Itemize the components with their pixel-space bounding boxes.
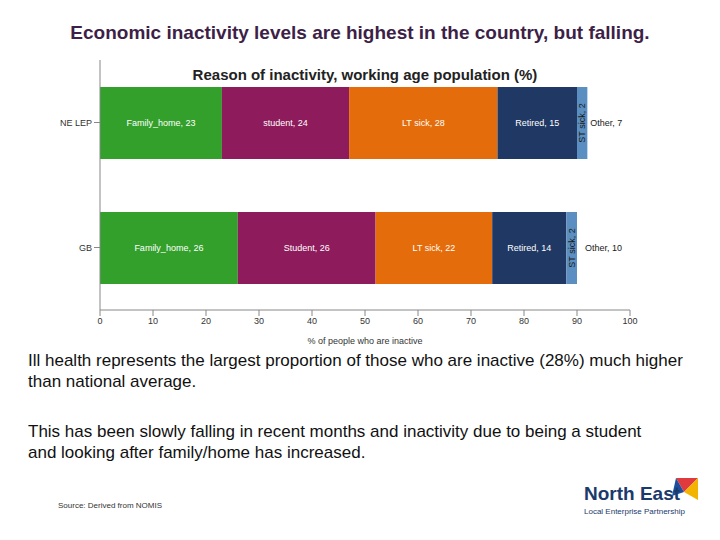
svg-text:Other, 7: Other, 7 xyxy=(590,118,622,128)
svg-text:80: 80 xyxy=(519,316,529,326)
svg-text:Other, 10: Other, 10 xyxy=(585,243,622,253)
svg-text:20: 20 xyxy=(201,316,211,326)
svg-text:North East: North East xyxy=(584,483,681,504)
svg-text:Retired, 15: Retired, 15 xyxy=(515,118,559,128)
svg-text:% of people who are inactive: % of people who are inactive xyxy=(307,336,422,346)
html-text:Ill health represents the larg: Ill health represents the largest propor… xyxy=(28,351,683,391)
svg-text:30: 30 xyxy=(254,316,264,326)
svg-text:70: 70 xyxy=(466,316,476,326)
svg-text:Local Enterprise Partnership: Local Enterprise Partnership xyxy=(584,507,685,516)
html-text:Reason of inactivity, working: Reason of inactivity, working age popula… xyxy=(192,66,538,83)
svg-text:LT sick, 22: LT sick, 22 xyxy=(413,243,456,253)
html-text:Source: Derived from NOMIS: Source: Derived from NOMIS xyxy=(58,501,162,510)
svg-text:50: 50 xyxy=(360,316,370,326)
svg-text:LT sick, 28: LT sick, 28 xyxy=(402,118,445,128)
html-text:Economic inactivity levels are: Economic inactivity levels are highest i… xyxy=(70,22,650,43)
svg-text:60: 60 xyxy=(413,316,423,326)
svg-text:0: 0 xyxy=(97,316,102,326)
html-text:This has been slowly falling i: This has been slowly falling in recent m… xyxy=(28,422,642,462)
svg-text:GB: GB xyxy=(79,243,92,253)
svg-text:Retired, 14: Retired, 14 xyxy=(507,243,551,253)
svg-text:NE LEP: NE LEP xyxy=(60,118,92,128)
svg-text:100: 100 xyxy=(622,316,637,326)
svg-text:Student, 26: Student, 26 xyxy=(284,243,330,253)
svg-text:Family_home, 23: Family_home, 23 xyxy=(126,118,195,128)
svg-text:student, 24: student, 24 xyxy=(263,118,308,128)
svg-text:ST sick, 2: ST sick, 2 xyxy=(577,103,587,142)
svg-text:90: 90 xyxy=(572,316,582,326)
svg-text:40: 40 xyxy=(307,316,317,326)
svg-text:10: 10 xyxy=(148,316,158,326)
svg-text:ST sick, 2: ST sick, 2 xyxy=(567,228,577,267)
svg-text:Family_home, 26: Family_home, 26 xyxy=(134,243,203,253)
